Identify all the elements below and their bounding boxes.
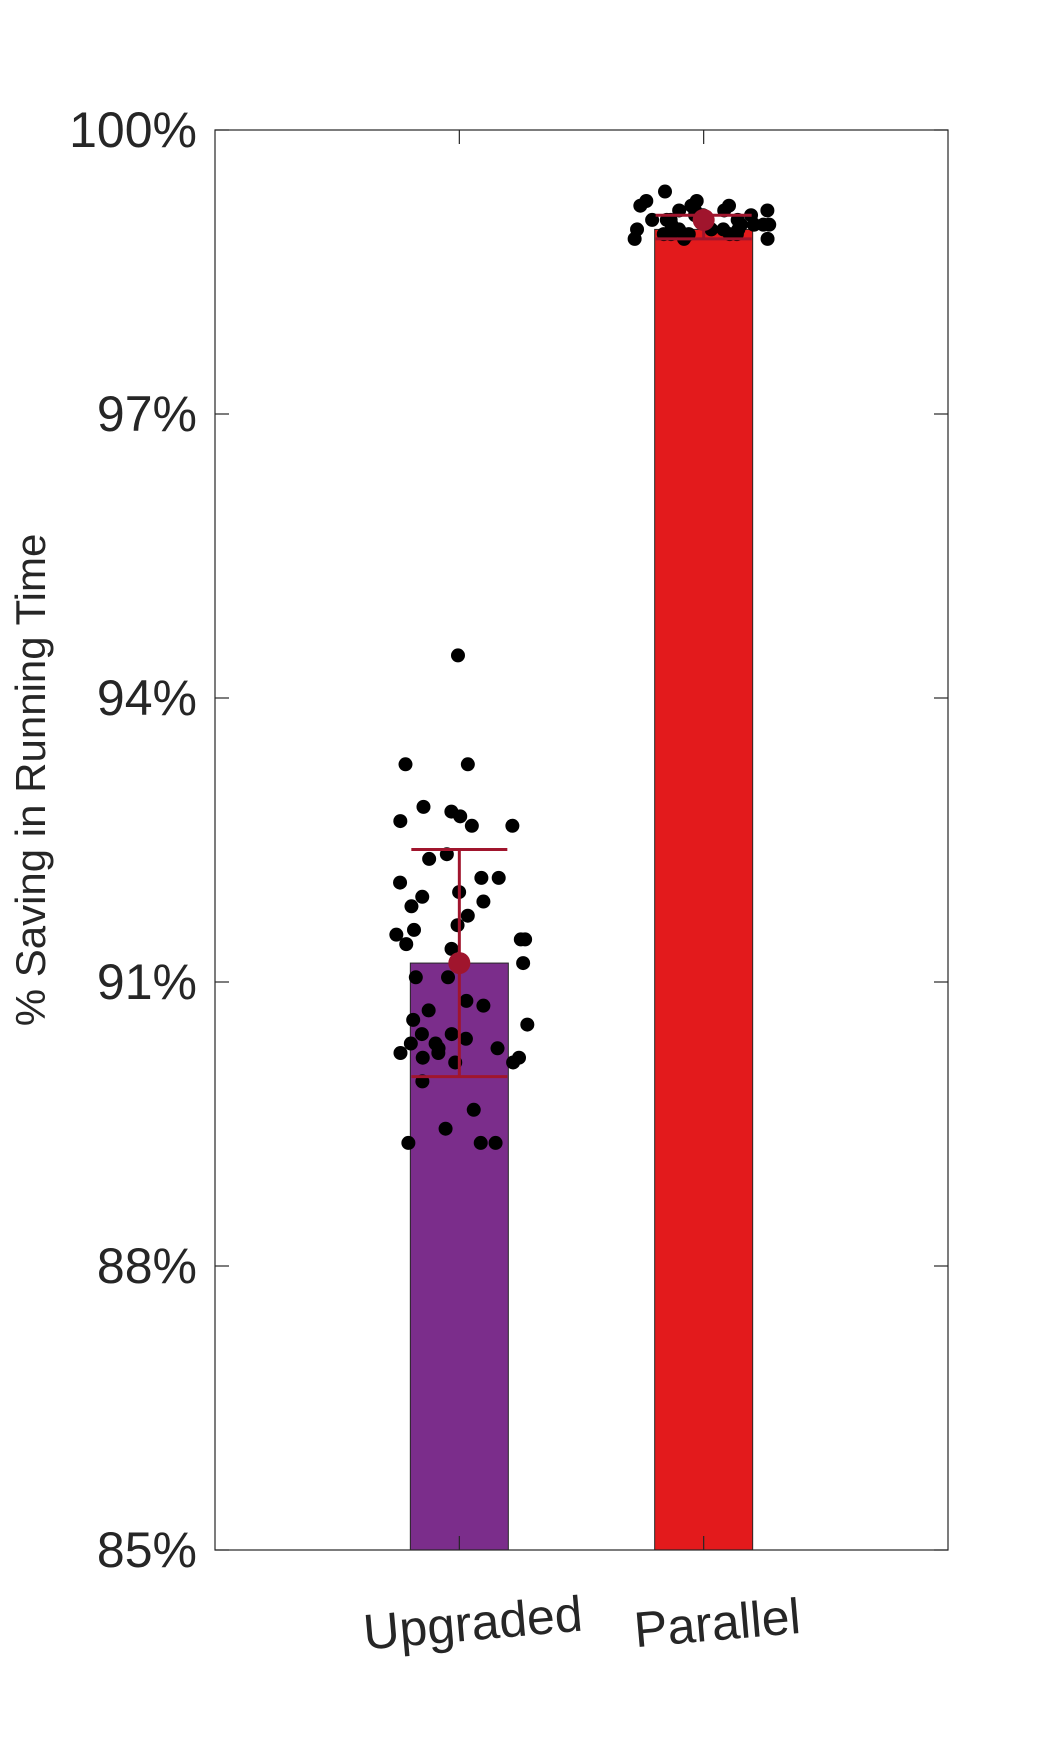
data-point-upgraded — [414, 1027, 429, 1042]
data-point-upgraded — [403, 1036, 418, 1051]
data-point-upgraded — [444, 1027, 459, 1042]
data-point-upgraded — [422, 851, 437, 866]
x-tick-label-upgraded: Upgraded — [361, 1586, 585, 1661]
data-point-upgraded — [416, 799, 431, 814]
data-point-upgraded — [450, 648, 465, 663]
data-point-parallel — [747, 217, 762, 232]
bar-parallel — [654, 228, 754, 1551]
y-tick-label: 94% — [97, 670, 197, 726]
data-point-upgraded — [460, 757, 475, 772]
data-point-upgraded — [389, 927, 404, 942]
y-tick-label: 91% — [97, 954, 197, 1010]
data-point-upgraded — [415, 1050, 430, 1065]
data-point-upgraded — [491, 870, 506, 885]
data-point-parallel — [658, 184, 673, 199]
data-point-upgraded — [460, 908, 475, 923]
data-point-upgraded — [490, 1041, 505, 1056]
data-point-upgraded — [441, 970, 456, 985]
data-point-upgraded — [393, 875, 408, 890]
data-point-upgraded — [476, 894, 491, 909]
data-point-upgraded — [406, 1012, 421, 1027]
plot-area-frame — [214, 129, 949, 1551]
data-point-parallel — [627, 231, 642, 246]
data-point-parallel — [760, 231, 775, 246]
y-tick-label: 97% — [97, 386, 197, 442]
y-tick-label: 85% — [97, 1522, 197, 1578]
data-point-upgraded — [505, 818, 520, 833]
data-point-upgraded — [516, 956, 531, 971]
data-point-upgraded — [431, 1046, 446, 1060]
data-point-upgraded — [393, 814, 408, 829]
data-point-upgraded — [408, 970, 423, 985]
data-point-parallel — [645, 212, 660, 227]
mean-marker-parallel — [692, 208, 715, 231]
data-point-upgraded — [464, 818, 479, 833]
data-point-upgraded — [398, 757, 413, 772]
data-point-upgraded — [401, 1135, 416, 1150]
data-point-upgraded — [421, 1003, 436, 1018]
data-point-upgraded — [518, 932, 533, 947]
data-point-upgraded — [474, 870, 489, 885]
data-point-upgraded — [438, 1121, 453, 1136]
y-tick-label: 88% — [97, 1238, 197, 1294]
data-point-upgraded — [453, 809, 468, 824]
data-point-upgraded — [404, 899, 419, 914]
data-point-upgraded — [459, 993, 474, 1008]
x-category-labels: Upgraded Parallel — [361, 1586, 803, 1661]
data-point-upgraded — [458, 1031, 473, 1046]
mean-marker-upgraded — [448, 952, 471, 975]
ticks-layer — [215, 129, 948, 1551]
y-axis-label: % Saving in Running Time — [7, 534, 54, 1027]
data-point-upgraded — [473, 1135, 488, 1150]
error-bars-layer — [411, 208, 752, 1079]
data-point-upgraded — [520, 1017, 535, 1032]
data-point-upgraded — [399, 937, 414, 952]
data-point-upgraded — [407, 922, 422, 937]
data-point-upgraded — [488, 1135, 503, 1150]
data-point-upgraded — [415, 889, 430, 904]
data-point-parallel — [633, 198, 648, 213]
data-point-upgraded — [506, 1055, 521, 1070]
data-point-upgraded — [476, 998, 491, 1013]
data-point-parallel — [760, 203, 775, 218]
data-point-upgraded — [466, 1102, 481, 1117]
x-tick-label-parallel: Parallel — [632, 1588, 803, 1658]
data-point-upgraded — [444, 941, 459, 956]
y-tick-label: 100% — [69, 102, 197, 158]
data-point-upgraded — [393, 1046, 408, 1060]
data-point-upgraded — [450, 918, 465, 933]
y-tick-labels: 85% 88% 91% 94% 97% 100% — [69, 102, 197, 1578]
